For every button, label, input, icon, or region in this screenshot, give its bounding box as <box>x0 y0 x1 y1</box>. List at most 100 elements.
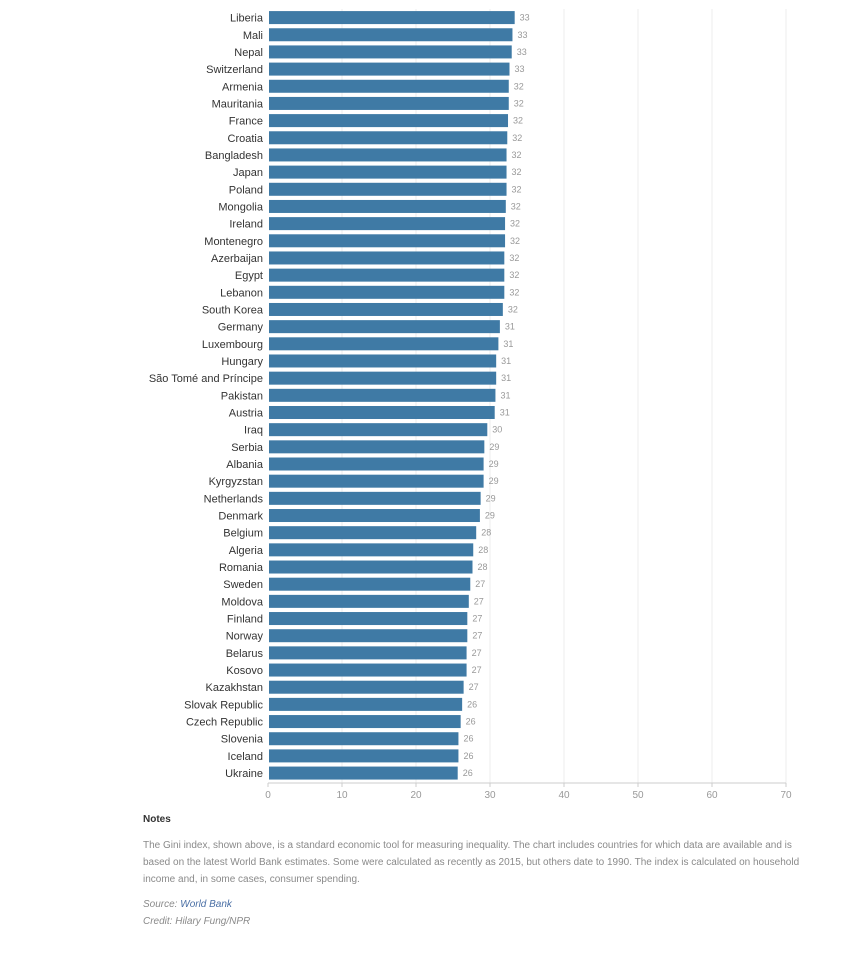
bar <box>269 302 503 316</box>
bar <box>269 697 463 711</box>
category-label: Kosovo <box>226 665 263 677</box>
bar <box>269 148 507 162</box>
category-label: Iceland <box>228 751 263 763</box>
world-bank-link[interactable]: World Bank <box>180 899 232 910</box>
bar <box>269 354 497 368</box>
value-label: 30 <box>492 425 502 435</box>
credit-line: Credit: Hilary Fung/NPR <box>143 916 251 927</box>
value-label: 27 <box>475 579 485 589</box>
value-label: 29 <box>485 511 495 521</box>
category-label: Belgium <box>223 528 263 540</box>
category-label: Mongolia <box>218 201 264 213</box>
x-tick-label: 40 <box>558 790 570 801</box>
notes-body: The Gini index, shown above, is a standa… <box>143 840 800 885</box>
bar <box>269 612 468 626</box>
value-label: 26 <box>466 717 476 727</box>
category-label: Czech Republic <box>186 717 264 729</box>
category-label: Japan <box>233 167 263 179</box>
value-label: 27 <box>474 596 484 606</box>
value-label: 29 <box>489 459 499 469</box>
bar <box>269 234 506 248</box>
value-label: 26 <box>467 699 477 709</box>
bar <box>269 749 459 763</box>
category-label: Montenegro <box>204 236 263 248</box>
bar <box>269 165 507 179</box>
category-label: Bangladesh <box>205 150 263 162</box>
value-label: 32 <box>512 150 522 160</box>
bar <box>269 766 458 780</box>
category-label: Slovak Republic <box>184 699 263 711</box>
bar <box>269 251 505 265</box>
bars: Liberia 33 Mali 33 Nepal 33 Switzerland 33 Armen… <box>149 11 530 780</box>
x-tick-label: 50 <box>632 790 644 801</box>
bar <box>269 62 510 76</box>
category-label: Albania <box>226 459 264 471</box>
category-label: Lebanon <box>220 287 263 299</box>
value-label: 33 <box>517 30 527 40</box>
bar <box>269 526 477 540</box>
category-label: Romania <box>219 562 264 574</box>
value-label: 26 <box>463 734 473 744</box>
bar <box>269 337 499 351</box>
bar <box>269 268 505 282</box>
value-label: 27 <box>472 648 482 658</box>
value-label: 32 <box>512 167 522 177</box>
category-label: Algeria <box>229 545 264 557</box>
category-label: Nepal <box>234 47 263 59</box>
value-label: 33 <box>515 64 525 74</box>
value-label: 33 <box>520 13 530 23</box>
bar <box>269 371 497 385</box>
value-label: 32 <box>512 133 522 143</box>
category-label: Azerbaijan <box>211 253 263 265</box>
value-label: 31 <box>500 390 510 400</box>
category-label: France <box>229 116 263 128</box>
category-label: São Tomé and Príncipe <box>149 373 263 385</box>
bar <box>269 285 505 299</box>
value-label: 29 <box>489 476 499 486</box>
value-label: 28 <box>478 562 488 572</box>
x-axis: 0 10 20 30 40 50 60 70 <box>265 782 792 801</box>
source-line: Source: World Bank <box>143 899 232 910</box>
value-label: 29 <box>486 493 496 503</box>
value-label: 27 <box>472 631 482 641</box>
bar <box>269 96 509 110</box>
bar <box>269 45 512 59</box>
notes-section: Notes The Gini index, shown above, is a … <box>143 814 805 888</box>
value-label: 31 <box>501 356 511 366</box>
category-label: Moldova <box>221 596 263 608</box>
category-label: Austria <box>229 407 264 419</box>
x-tick-label: 0 <box>265 790 271 801</box>
category-label: Luxembourg <box>202 339 263 351</box>
bar <box>269 79 509 93</box>
bar <box>269 388 496 402</box>
gini-bar-chart: Liberia 33 Mali 33 Nepal 33 Switzerland 33 Armen… <box>149 9 792 801</box>
category-label: Norway <box>226 631 264 643</box>
category-label: Mali <box>243 30 263 42</box>
bar <box>269 509 480 523</box>
bar <box>269 28 513 42</box>
bar <box>269 474 484 488</box>
value-label: 27 <box>472 614 482 624</box>
value-label: 26 <box>463 768 473 778</box>
bar <box>269 543 474 557</box>
category-label: Netherlands <box>204 493 264 505</box>
value-label: 29 <box>489 442 499 452</box>
x-tick-label: 20 <box>410 790 422 801</box>
category-label: Hungary <box>221 356 263 368</box>
bar <box>269 680 464 694</box>
value-label: 31 <box>500 407 510 417</box>
x-tick-label: 70 <box>780 790 792 801</box>
category-label: Germany <box>218 322 264 334</box>
value-label: 32 <box>512 184 522 194</box>
category-label: Belarus <box>226 648 264 660</box>
value-label: 31 <box>503 339 513 349</box>
bar <box>269 114 509 128</box>
bar <box>269 715 461 729</box>
value-label: 27 <box>472 665 482 675</box>
category-label: Ukraine <box>225 768 263 780</box>
x-tick-label: 30 <box>484 790 496 801</box>
value-label: 27 <box>469 682 479 692</box>
value-label: 28 <box>481 528 491 538</box>
x-tick-label: 60 <box>706 790 718 801</box>
bar <box>269 560 473 574</box>
